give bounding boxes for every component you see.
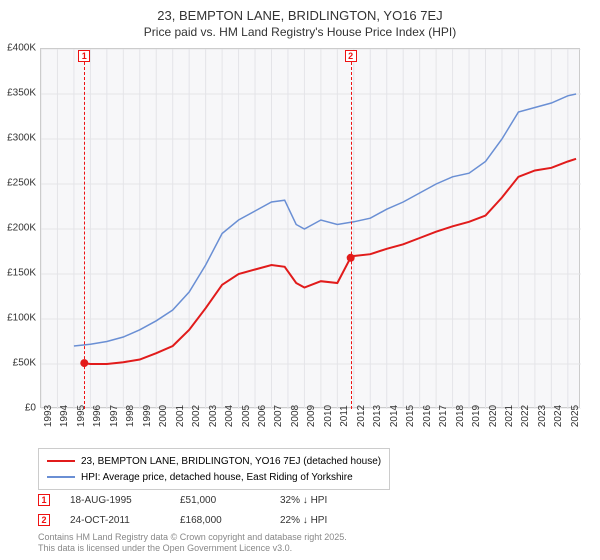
sale-marker-line <box>84 62 85 409</box>
x-tick-label: 2006 <box>257 405 268 427</box>
x-tick-label: 1998 <box>125 405 136 427</box>
sales-row-marker: 2 <box>38 514 50 526</box>
legend-row: HPI: Average price, detached house, East… <box>47 469 381 485</box>
x-tick-label: 1993 <box>43 405 54 427</box>
x-tick-label: 2021 <box>504 405 515 427</box>
x-tick-label: 2014 <box>389 405 400 427</box>
x-tick-label: 2022 <box>520 405 531 427</box>
legend-swatch <box>47 460 75 462</box>
series-hpi <box>74 94 576 346</box>
plot-svg <box>41 49 581 409</box>
x-tick-label: 2025 <box>570 405 581 427</box>
legend: 23, BEMPTON LANE, BRIDLINGTON, YO16 7EJ … <box>38 448 390 490</box>
x-tick-label: 2018 <box>455 405 466 427</box>
sales-row: 2 24-OCT-2011 £168,000 22% ↓ HPI <box>38 510 380 530</box>
x-tick-label: 2020 <box>488 405 499 427</box>
x-tick-label: 2019 <box>471 405 482 427</box>
x-tick-label: 2002 <box>191 405 202 427</box>
x-tick-label: 2001 <box>175 405 186 427</box>
x-tick-label: 2010 <box>323 405 334 427</box>
x-tick-label: 2000 <box>158 405 169 427</box>
x-tick-label: 2003 <box>208 405 219 427</box>
x-tick-label: 2012 <box>356 405 367 427</box>
sales-row: 1 18-AUG-1995 £51,000 32% ↓ HPI <box>38 490 380 510</box>
footer-line-1: Contains HM Land Registry data © Crown c… <box>38 532 347 543</box>
x-tick-label: 2017 <box>438 405 449 427</box>
x-tick-label: 2009 <box>306 405 317 427</box>
plot-background: 12 <box>40 48 580 408</box>
x-tick-label: 1996 <box>92 405 103 427</box>
x-tick-label: 2005 <box>241 405 252 427</box>
x-tick-label: 1994 <box>59 405 70 427</box>
x-tick-label: 1995 <box>76 405 87 427</box>
chart-title: 23, BEMPTON LANE, BRIDLINGTON, YO16 7EJ <box>0 0 600 23</box>
legend-label: 23, BEMPTON LANE, BRIDLINGTON, YO16 7EJ … <box>81 456 381 467</box>
x-tick-label: 2015 <box>405 405 416 427</box>
y-tick-label: £50K <box>0 358 36 369</box>
sales-table: 1 18-AUG-1995 £51,000 32% ↓ HPI 2 24-OCT-2011… <box>38 490 380 530</box>
sales-row-price: £51,000 <box>180 495 260 506</box>
footer-attribution: Contains HM Land Registry data © Crown c… <box>38 532 347 554</box>
y-tick-label: £100K <box>0 313 36 324</box>
sales-row-marker: 1 <box>38 494 50 506</box>
sale-marker-box: 2 <box>345 50 357 62</box>
sales-row-diff: 32% ↓ HPI <box>280 495 380 506</box>
x-tick-label: 1997 <box>109 405 120 427</box>
sales-row-date: 24-OCT-2011 <box>70 515 160 526</box>
x-tick-label: 2024 <box>553 405 564 427</box>
x-tick-label: 2023 <box>537 405 548 427</box>
x-tick-label: 2004 <box>224 405 235 427</box>
x-tick-label: 2011 <box>339 405 350 427</box>
x-tick-label: 2007 <box>273 405 284 427</box>
y-tick-label: £150K <box>0 268 36 279</box>
x-tick-label: 2008 <box>290 405 301 427</box>
sale-marker-box: 1 <box>78 50 90 62</box>
chart-subtitle: Price paid vs. HM Land Registry's House … <box>0 23 600 39</box>
chart-area: 12 £0£50K£100K£150K£200K£250K£300K£350K£… <box>40 48 580 408</box>
x-tick-label: 2016 <box>422 405 433 427</box>
legend-label: HPI: Average price, detached house, East… <box>81 472 353 483</box>
y-tick-label: £200K <box>0 223 36 234</box>
legend-swatch <box>47 476 75 478</box>
y-tick-label: £250K <box>0 178 36 189</box>
legend-row: 23, BEMPTON LANE, BRIDLINGTON, YO16 7EJ … <box>47 453 381 469</box>
sales-row-date: 18-AUG-1995 <box>70 495 160 506</box>
sales-row-diff: 22% ↓ HPI <box>280 515 380 526</box>
x-tick-label: 2013 <box>372 405 383 427</box>
y-tick-label: £400K <box>0 43 36 54</box>
sale-marker-line <box>351 62 352 409</box>
y-tick-label: £0 <box>0 403 36 414</box>
footer-line-2: This data is licensed under the Open Gov… <box>38 543 347 554</box>
x-tick-label: 1999 <box>142 405 153 427</box>
sales-row-price: £168,000 <box>180 515 260 526</box>
y-tick-label: £350K <box>0 88 36 99</box>
y-tick-label: £300K <box>0 133 36 144</box>
